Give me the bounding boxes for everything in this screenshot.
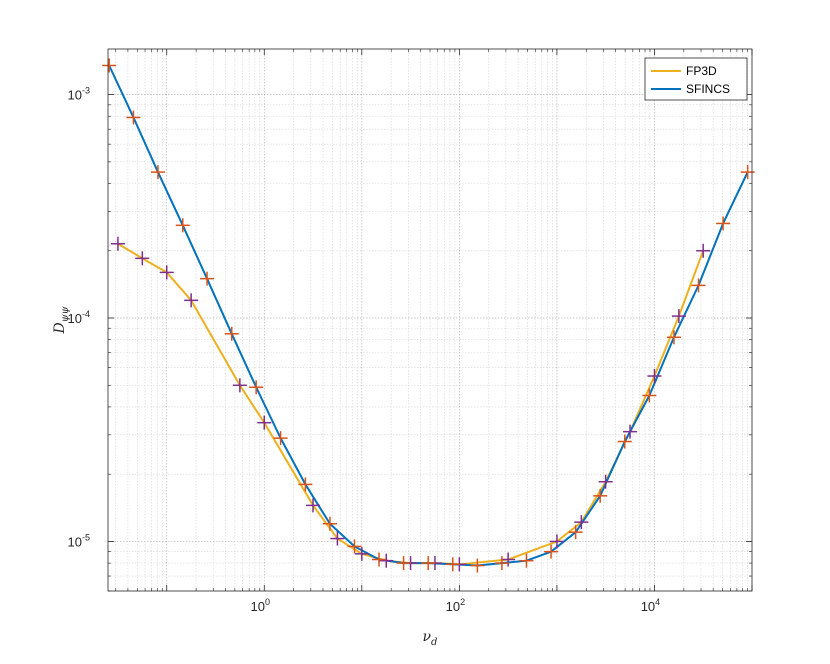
legend-label-sfincs: SFINCS: [686, 82, 730, 96]
data-point-sfincs: [249, 380, 264, 395]
data-point-sfincs: [273, 431, 288, 446]
x-tick-label: 104: [641, 597, 660, 614]
data-point-sfincs: [396, 556, 411, 571]
series-layer: [102, 58, 755, 573]
data-point-fp3d: [110, 236, 125, 251]
data-point-sfincs: [494, 556, 509, 571]
data-point-sfincs: [150, 165, 165, 180]
x-axis-label: νd: [423, 629, 438, 648]
data-point-fp3d: [135, 251, 150, 266]
x-tick-label: 100: [251, 597, 270, 614]
y-tick-label: 10-4: [68, 309, 90, 326]
y-tick-label: 10-3: [68, 86, 90, 103]
data-point-fp3d: [379, 553, 394, 568]
data-point-fp3d: [501, 552, 516, 567]
data-point-fp3d: [354, 546, 369, 561]
legend-box: [644, 57, 748, 101]
data-point-sfincs: [224, 326, 239, 341]
data-point-sfincs: [666, 330, 681, 345]
data-point-sfincs: [175, 218, 190, 233]
data-point-sfincs: [716, 216, 731, 231]
axis-ticks: [108, 49, 753, 592]
data-point-fp3d: [232, 378, 247, 393]
data-point-fp3d: [598, 474, 613, 489]
data-point-fp3d: [696, 243, 711, 258]
x-tick-label: 102: [446, 597, 465, 614]
data-point-sfincs: [691, 278, 706, 293]
data-point-sfincs: [200, 271, 215, 286]
minor-grid: [108, 49, 752, 592]
data-point-fp3d: [257, 415, 272, 430]
data-point-fp3d: [574, 515, 589, 530]
data-point-sfincs: [445, 557, 460, 572]
data-point-sfincs: [544, 544, 559, 559]
data-point-sfincs: [347, 539, 362, 554]
data-point-sfincs: [519, 553, 534, 568]
data-point-sfincs: [617, 434, 632, 449]
data-point-sfincs: [593, 488, 608, 503]
data-point-sfincs: [470, 558, 485, 573]
data-point-fp3d: [330, 531, 345, 546]
y-tick-label: 10-5: [68, 532, 90, 549]
y-tick-labels: 10-5 10-4 10-3: [68, 86, 90, 550]
y-axis-label: Dψψ: [52, 306, 71, 334]
data-point-sfincs: [322, 516, 337, 531]
data-point-fp3d: [623, 424, 638, 439]
data-point-sfincs: [298, 477, 313, 492]
data-point-fp3d: [647, 369, 662, 384]
data-point-fp3d: [306, 498, 321, 513]
data-point-fp3d: [549, 534, 564, 549]
legend: FP3D SFINCS: [644, 57, 748, 101]
data-point-sfincs: [568, 525, 583, 540]
data-point-sfincs: [126, 110, 141, 125]
data-point-sfincs: [642, 388, 657, 403]
data-point-fp3d: [671, 309, 686, 324]
data-point-sfincs: [421, 556, 436, 571]
data-point-sfincs: [102, 58, 117, 73]
legend-label-fp3d: FP3D: [686, 64, 717, 78]
data-point-sfincs: [371, 552, 386, 567]
x-tick-labels: 100 102 104: [251, 597, 661, 614]
data-point-fp3d: [159, 265, 174, 280]
data-point-fp3d: [184, 293, 199, 308]
